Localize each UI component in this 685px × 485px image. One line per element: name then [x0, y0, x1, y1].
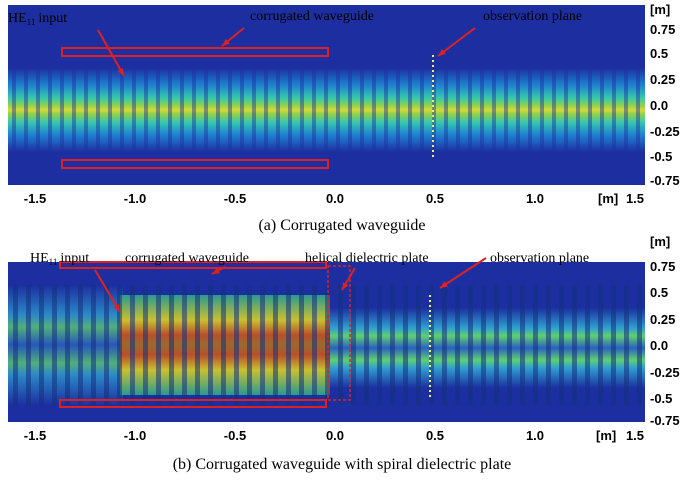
x-tick-label: 0.5	[426, 191, 444, 206]
beam-ripple	[8, 68, 645, 152]
waveguide-wall	[59, 261, 327, 269]
y-tick-label: -0.5	[650, 391, 672, 406]
x-tick-label: 1.5	[626, 191, 644, 206]
x-unit: [m]	[596, 428, 616, 443]
arrow-line	[437, 27, 476, 57]
annotation: helical dielectric plate	[305, 251, 429, 266]
y-tick-label: -0.75	[650, 173, 680, 188]
y-tick-label: -0.25	[650, 365, 680, 380]
arrow-head	[222, 38, 230, 46]
annotation: corrugated waveguide	[125, 251, 249, 266]
label-sub: 11	[49, 257, 58, 267]
label-main: HE	[8, 11, 27, 26]
x-tick-label: 1.5	[626, 428, 644, 443]
y-unit: [m]	[650, 234, 670, 249]
x-tick-label: -0.5	[224, 428, 246, 443]
y-tick-label: 0.75	[650, 259, 675, 274]
arrow-head	[117, 68, 124, 76]
dielectric-plate	[327, 265, 351, 401]
y-tick-label: -0.5	[650, 149, 672, 164]
arrow-head	[212, 267, 220, 274]
y-tick-label: -0.25	[650, 124, 680, 139]
y-tick-label: 0.0	[650, 98, 668, 113]
waveguide-wall	[59, 399, 327, 408]
x-tick-label: 1.0	[526, 428, 544, 443]
caption: (a) Corrugated waveguide	[258, 217, 425, 234]
input-label: HE11 input	[8, 11, 67, 27]
y-tick-label: 0.25	[650, 312, 675, 327]
x-tick-label: -1.5	[24, 428, 46, 443]
arrow-line	[94, 269, 121, 313]
arrow-head	[113, 304, 120, 312]
annotation: corrugated waveguide	[250, 9, 374, 24]
x-tick-label: -0.5	[224, 191, 246, 206]
arrow-head	[342, 282, 349, 290]
arrow-line	[439, 257, 487, 289]
arrow-line	[97, 29, 125, 77]
label-sub: 11	[27, 17, 36, 27]
y-tick-label: 0.5	[650, 46, 668, 61]
x-tick-label: 0.0	[326, 191, 344, 206]
label-rest: input	[60, 251, 89, 266]
annotation: observation plane	[483, 9, 582, 24]
label-rest: input	[38, 11, 67, 26]
y-tick-label: 0.75	[650, 22, 675, 37]
waveguide-wall	[61, 159, 329, 169]
waveguide-wall	[61, 47, 329, 57]
beam-ripple	[8, 285, 645, 405]
x-tick-label: 1.0	[526, 191, 544, 206]
x-tick-label: -1.0	[124, 191, 146, 206]
x-tick-label: 0.0	[326, 428, 344, 443]
y-tick-label: 0.5	[650, 285, 668, 300]
y-tick-label: 0.25	[650, 72, 675, 87]
arrow-head	[438, 49, 446, 56]
x-tick-label: -1.5	[24, 191, 46, 206]
input-label: HE11 input	[30, 251, 89, 267]
y-unit: [m]	[650, 2, 670, 17]
x-unit: [m]	[598, 191, 618, 206]
x-tick-label: -1.0	[124, 428, 146, 443]
caption: (b) Corrugated waveguide with spiral die…	[173, 456, 512, 473]
arrow-head	[440, 281, 448, 288]
annotation: observation plane	[490, 251, 589, 266]
y-tick-label: -0.75	[650, 413, 680, 428]
label-main: HE	[30, 251, 49, 266]
x-tick-label: 0.5	[426, 428, 444, 443]
y-tick-label: 0.0	[650, 338, 668, 353]
